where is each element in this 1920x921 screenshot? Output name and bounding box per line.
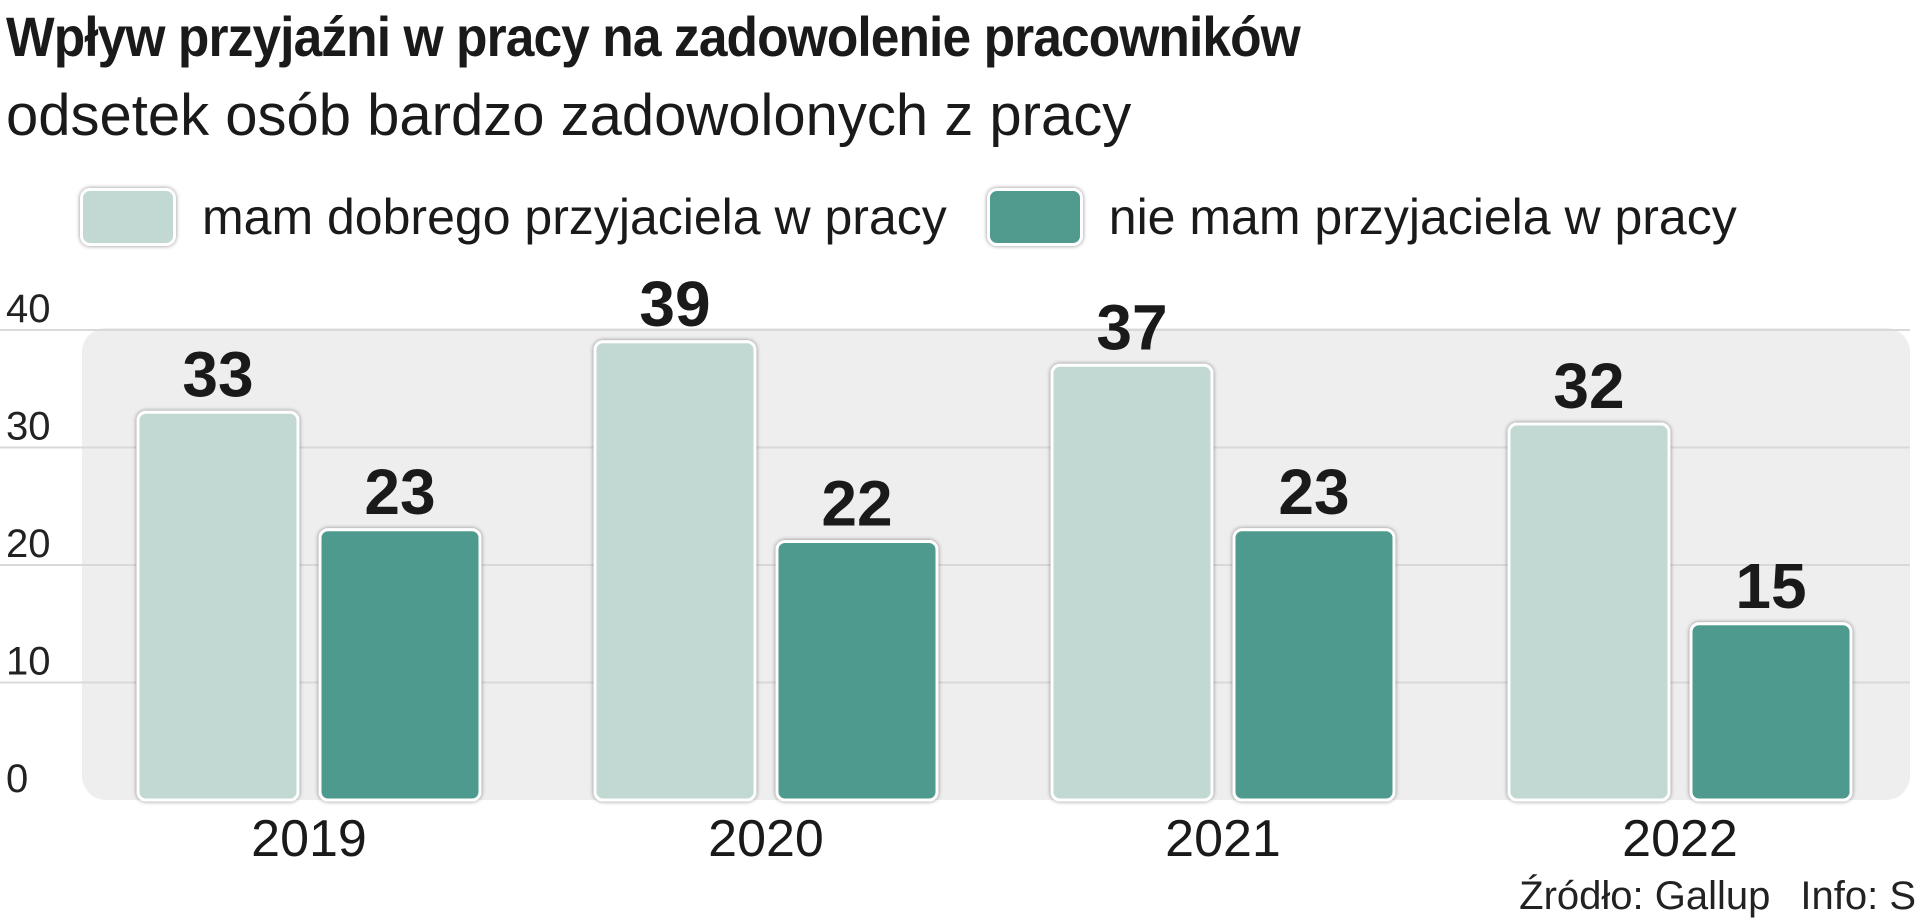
source-label: Źródło: Gallup <box>1519 874 1771 918</box>
legend-label-series-1: mam dobrego przyjaciela w pracy <box>202 189 947 245</box>
data-label-2020-series-1: 39 <box>639 268 710 340</box>
bar-2020-series-1 <box>593 340 757 802</box>
info-label: Info: S <box>1800 874 1916 918</box>
y-tick-label-40: 40 <box>6 287 51 331</box>
data-label-2022-series-1: 32 <box>1553 350 1624 422</box>
bar-2019-series-1 <box>136 410 300 802</box>
y-tick-label-0: 0 <box>6 757 28 801</box>
y-tick-label-30: 30 <box>6 405 51 449</box>
legend-swatch-series-1 <box>80 188 176 246</box>
legend: mam dobrego przyjaciela w pracy nie mam … <box>80 188 1777 246</box>
x-tick-label-2022: 2022 <box>1622 810 1738 868</box>
chart-title: Wpływ przyjaźni w pracy na zadowolenie p… <box>6 5 1301 68</box>
data-label-2019-series-1: 33 <box>182 338 253 410</box>
y-tick-label-20: 20 <box>6 522 51 566</box>
bar-2021-series-1 <box>1050 363 1214 802</box>
source-note: Źródło: Gallup Info: S <box>1519 874 1916 919</box>
legend-item-series-2: nie mam przyjaciela w pracy <box>986 188 1737 246</box>
chart-subtitle: odsetek osób bardzo zadowolonych z pracy <box>6 83 1132 148</box>
legend-swatch-series-2 <box>986 188 1083 246</box>
data-label-2022-series-2: 15 <box>1735 550 1806 622</box>
x-tick-label-2020: 2020 <box>708 810 824 868</box>
bar-2019-series-2 <box>318 528 482 802</box>
bar-2020-series-2 <box>775 540 939 802</box>
x-tick-label-2021: 2021 <box>1165 810 1281 868</box>
bar-2021-series-2 <box>1232 528 1396 802</box>
data-label-2019-series-2: 23 <box>364 456 435 528</box>
legend-item-series-1: mam dobrego przyjaciela w pracy <box>80 188 947 246</box>
data-label-2020-series-2: 22 <box>821 468 892 540</box>
x-tick-label-2019: 2019 <box>251 810 367 868</box>
bar-2022-series-1 <box>1507 422 1671 802</box>
y-tick-label-10: 10 <box>6 640 51 684</box>
bar-2022-series-2 <box>1689 622 1853 802</box>
data-label-2021-series-1: 37 <box>1096 291 1167 363</box>
legend-label-series-2: nie mam przyjaciela w pracy <box>1108 189 1737 245</box>
data-label-2021-series-2: 23 <box>1278 456 1349 528</box>
